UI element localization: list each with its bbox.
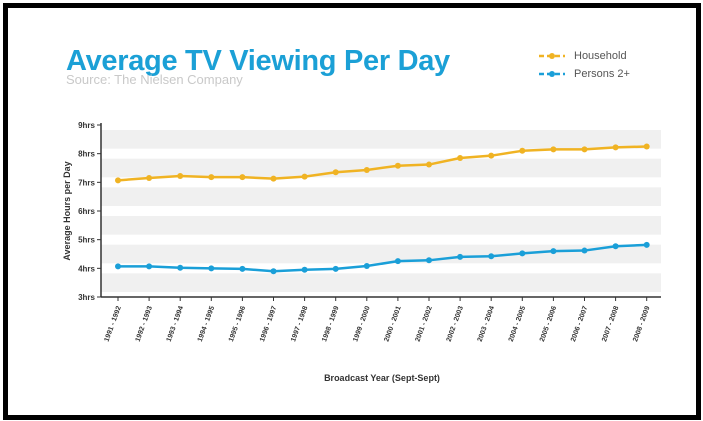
grid-band: [101, 244, 661, 264]
x-tick-label: 2004 - 2005: [508, 305, 527, 343]
legend-swatch-persons: [539, 71, 565, 77]
data-point: [488, 152, 495, 159]
y-tick-label: 5hrs: [78, 236, 95, 245]
data-point: [426, 161, 432, 168]
x-tick-label: 2005 - 2006: [539, 305, 558, 343]
data-point: [612, 243, 619, 250]
grid-band: [101, 216, 661, 235]
legend-label-household: Household: [574, 50, 627, 62]
data-point: [301, 266, 308, 273]
x-axis-title: Broadcast Year (Sept-Sept): [324, 373, 440, 383]
y-tick-label: 7hrs: [78, 178, 95, 187]
x-tick-label: 2002 - 2003: [446, 305, 465, 343]
data-point: [208, 265, 215, 272]
data-point: [332, 265, 339, 272]
data-point: [643, 143, 650, 150]
data-point: [519, 147, 526, 154]
data-point: [115, 177, 121, 184]
data-point: [581, 146, 588, 153]
data-point: [301, 173, 308, 180]
data-point: [332, 169, 339, 176]
x-tick-label: 2000 - 2001: [383, 305, 402, 343]
grid-band: [101, 273, 661, 292]
x-tick-label: 1995 - 1996: [228, 305, 247, 343]
legend-swatch-household: [539, 53, 565, 59]
data-point: [550, 146, 557, 153]
data-point: [426, 257, 432, 264]
data-point: [115, 263, 121, 270]
x-tick-label: 1993 - 1994: [166, 305, 185, 343]
data-point: [363, 263, 370, 270]
data-point: [363, 167, 370, 174]
chart-subtitle: Source: The Nielsen Company: [66, 72, 243, 87]
x-tick-label: 1992 - 1993: [135, 305, 154, 343]
data-point: [612, 144, 619, 151]
data-point: [146, 175, 153, 182]
x-tick-label: 2008 - 2009: [632, 305, 651, 343]
data-point: [270, 175, 277, 182]
x-tick-label: 1996 - 1997: [259, 305, 278, 343]
data-point: [643, 241, 650, 248]
chart-legend: Household Persons 2+: [538, 50, 678, 86]
x-tick-label: 1991 - 1992: [104, 305, 123, 343]
x-tick-label: 2007 - 2008: [601, 305, 620, 343]
chart-title: Average TV Viewing Per Day: [66, 45, 450, 77]
data-point: [239, 174, 246, 181]
data-point: [581, 247, 588, 254]
data-point: [208, 174, 215, 181]
grid-band: [101, 187, 661, 206]
y-tick-label: 4hrs: [78, 264, 95, 273]
series-line-household: [117, 145, 647, 182]
series-line-persons: [118, 243, 647, 273]
data-point: [457, 253, 464, 260]
y-tick-label: 9hrs: [78, 121, 95, 130]
data-point: [146, 263, 153, 270]
data-point: [177, 264, 184, 271]
y-tick-label: 3hrs: [78, 293, 95, 302]
y-tick-label: 8hrs: [78, 150, 95, 159]
chart-frame: [3, 3, 701, 420]
x-tick-label: 1997 - 1998: [290, 305, 309, 343]
x-tick-label: 2006 - 2007: [570, 305, 589, 343]
legend-label-persons: Persons 2+: [574, 68, 630, 80]
y-tick-label: 6hrs: [78, 207, 95, 216]
data-point: [394, 162, 401, 169]
data-point: [550, 248, 557, 255]
x-tick-label: 2001 - 2002: [415, 305, 434, 343]
data-point: [457, 154, 464, 161]
x-tick-label: 1999 - 2000: [352, 305, 371, 343]
x-tick-label: 1998 - 1999: [321, 305, 340, 343]
legend-item-persons: Persons 2+: [538, 68, 678, 86]
data-point: [177, 173, 184, 180]
data-point: [239, 265, 246, 272]
data-point: [488, 253, 495, 260]
grid-band: [101, 130, 661, 149]
data-point: [519, 250, 526, 257]
legend-item-household: Household: [538, 50, 678, 68]
data-point: [270, 268, 277, 275]
data-point: [394, 258, 401, 265]
y-axis-title: Average Hours per Day: [62, 161, 72, 260]
x-tick-label: 1994 - 1995: [197, 305, 216, 343]
x-tick-label: 2003 - 2004: [477, 305, 496, 343]
